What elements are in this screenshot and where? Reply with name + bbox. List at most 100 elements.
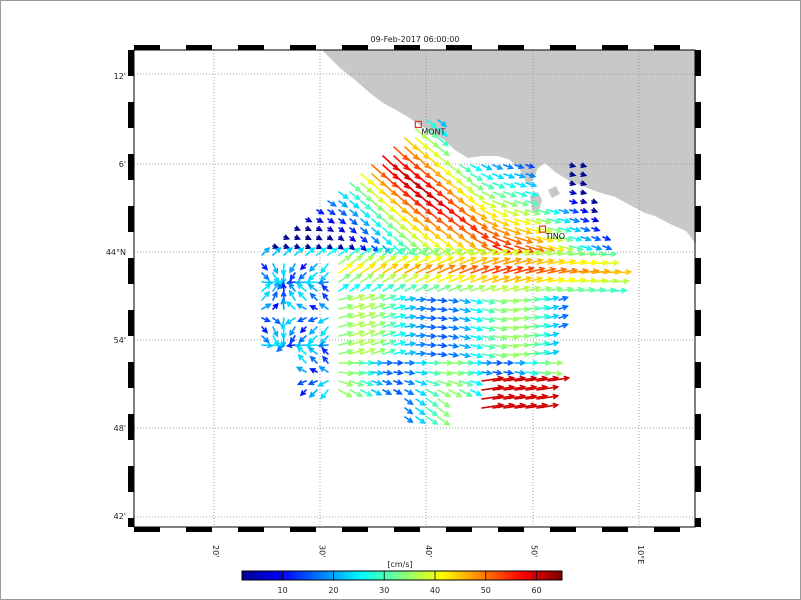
current-vector — [327, 200, 338, 207]
current-vector — [404, 323, 417, 329]
current-vector — [437, 416, 451, 426]
current-vector — [349, 380, 365, 387]
current-vector — [272, 290, 278, 301]
current-vector — [426, 248, 441, 256]
current-vector — [298, 272, 307, 281]
current-vector — [327, 226, 335, 232]
current-vector — [404, 137, 419, 151]
current-vector — [382, 348, 397, 355]
current-vector — [481, 353, 496, 359]
current-vector — [426, 256, 443, 265]
current-vector — [308, 326, 318, 336]
current-vector — [470, 344, 484, 350]
current-vector — [360, 302, 377, 310]
colorbar: [cm/s] 10 20 30 40 50 60 — [241, 560, 563, 595]
current-vector — [503, 275, 522, 283]
current-vector — [360, 329, 377, 337]
current-vector — [580, 245, 594, 251]
current-vector — [448, 256, 466, 265]
current-vector — [404, 256, 421, 265]
current-vector — [349, 247, 362, 256]
current-vector — [426, 315, 438, 321]
current-vector — [437, 389, 452, 398]
current-vector — [481, 173, 494, 180]
current-vector — [285, 342, 296, 349]
current-vector — [415, 323, 427, 330]
current-vector — [514, 163, 525, 170]
current-vector — [382, 389, 393, 395]
current-vector — [569, 236, 583, 242]
current-vector — [415, 296, 427, 303]
current-vector — [602, 260, 620, 266]
current-vector — [316, 209, 325, 215]
current-vector — [459, 265, 479, 274]
current-vector — [348, 244, 356, 251]
current-vector — [470, 173, 484, 181]
current-vector — [307, 335, 318, 344]
current-vector — [382, 255, 398, 265]
current-vector — [295, 303, 307, 310]
current-vector — [316, 217, 324, 223]
current-vector — [393, 247, 407, 256]
current-vector — [371, 339, 387, 346]
current-vector — [426, 119, 438, 129]
current-vector — [404, 314, 417, 320]
current-vector — [261, 326, 269, 334]
current-vector — [338, 226, 346, 233]
current-vector — [349, 200, 360, 209]
current-vector — [305, 225, 312, 231]
current-vector — [393, 236, 405, 247]
current-vector — [415, 264, 433, 274]
current-vector — [327, 217, 336, 224]
current-vector — [404, 236, 417, 248]
border-tick — [695, 414, 701, 440]
current-vector — [514, 191, 529, 198]
current-vector — [319, 335, 329, 345]
current-vector — [558, 227, 573, 233]
current-vector — [492, 248, 509, 256]
current-vector — [393, 218, 407, 231]
current-vector — [272, 335, 280, 347]
current-vector — [317, 279, 329, 286]
current-vector — [322, 355, 329, 364]
current-vector — [437, 324, 449, 331]
current-vector — [289, 326, 296, 337]
current-vector — [307, 316, 318, 323]
current-vector — [261, 263, 269, 271]
current-vector — [393, 360, 404, 366]
current-vector — [393, 322, 407, 328]
current-vector — [327, 209, 337, 216]
current-vector — [558, 236, 574, 242]
current-vector — [459, 173, 474, 183]
current-vector — [437, 264, 456, 274]
current-vector — [525, 285, 542, 292]
current-vector — [360, 182, 374, 194]
current-vector — [558, 322, 570, 329]
current-vector — [613, 269, 633, 275]
current-vector — [426, 264, 445, 274]
current-vector — [591, 287, 607, 293]
current-vector — [481, 227, 501, 237]
current-vector — [307, 379, 318, 386]
lon-label: 20' — [211, 545, 220, 557]
current-vector — [317, 342, 329, 349]
current-vector — [382, 303, 397, 310]
current-vector — [360, 200, 372, 210]
current-vector — [321, 284, 329, 292]
station-marker — [538, 225, 547, 233]
current-vector — [547, 331, 560, 338]
current-vector — [371, 283, 384, 292]
current-vector — [547, 304, 560, 311]
current-vector — [305, 234, 312, 240]
current-vector — [360, 347, 377, 355]
border-tick — [695, 102, 701, 128]
current-vector — [525, 258, 545, 265]
current-vector — [297, 354, 307, 364]
current-vector — [481, 248, 498, 256]
current-vector — [547, 360, 564, 366]
current-vector — [448, 274, 466, 283]
current-vector — [338, 389, 353, 398]
current-vector — [360, 255, 375, 265]
border-tick — [654, 45, 680, 50]
station-label: TINO — [545, 232, 566, 241]
